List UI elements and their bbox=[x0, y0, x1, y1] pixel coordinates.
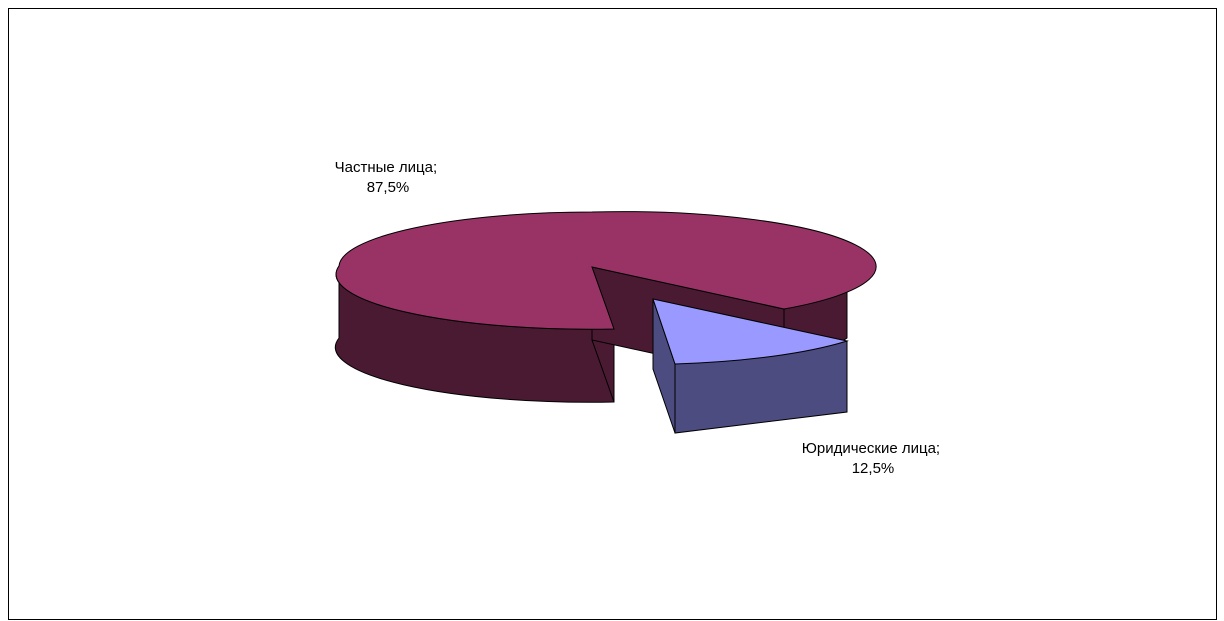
slice-label-chastnye-value: 87,5% bbox=[367, 179, 410, 196]
pie-chart: Частные лица; 87,5% Юридические лица; 12… bbox=[335, 159, 945, 477]
slice-label-chastnye: Частные лица; 87,5% bbox=[335, 159, 442, 196]
chart-area: Частные лица; 87,5% Юридические лица; 12… bbox=[8, 8, 1217, 620]
slice-chastnye bbox=[335, 211, 877, 330]
slice-label-chastnye-name: Частные лица; bbox=[335, 159, 438, 176]
slice-yuridicheskie bbox=[652, 298, 849, 365]
slice-label-yuridicheskie-name: Юридические лица; bbox=[802, 440, 940, 457]
slice-label-yuridicheskie: Юридические лица; 12,5% bbox=[802, 440, 945, 477]
slice-label-yuridicheskie-value: 12,5% bbox=[852, 460, 895, 477]
